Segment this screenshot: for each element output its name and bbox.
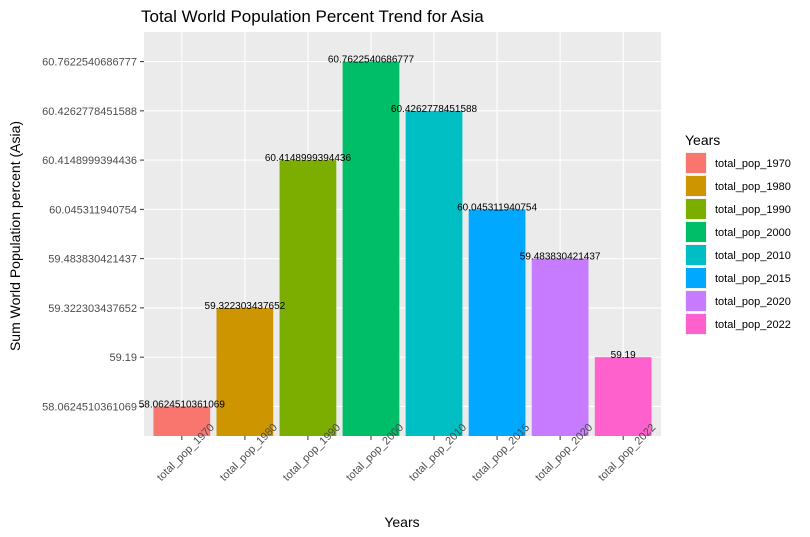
bar — [405, 110, 463, 436]
y-tick-label: 60.045311940754 — [49, 204, 137, 216]
data-label: 59.483830421437 — [520, 252, 601, 263]
y-tick-label: 59.322303437652 — [48, 303, 137, 315]
y-tick-label: 60.4148999394436 — [42, 155, 137, 167]
x-axis-title: Years — [384, 514, 419, 530]
chart-title: Total World Population Percent Trend for… — [141, 7, 484, 26]
legend-key — [686, 153, 706, 173]
y-axis: 58.0624510361069 59.19 59.322303437652 59.4… — [42, 57, 144, 413]
legend-label: total_pop_1970 — [715, 158, 791, 170]
data-labels: 58.0624510361069 59.322303437652 60.414899… — [139, 55, 636, 411]
bar — [468, 209, 526, 436]
y-tick-label: 59.19 — [109, 352, 137, 364]
y-tick-label: 59.483830421437 — [48, 254, 137, 266]
legend-key — [686, 314, 706, 334]
data-label: 60.7622540686777 — [328, 55, 415, 66]
legend-label: total_pop_2020 — [715, 296, 791, 308]
bar — [531, 258, 589, 436]
legend-label: total_pop_2000 — [715, 227, 791, 239]
y-axis-title: Sum World Population percent (Asia) — [7, 121, 23, 351]
y-tick-label: 60.7622540686777 — [42, 57, 137, 69]
bar — [153, 406, 211, 436]
legend-label: total_pop_2022 — [715, 319, 791, 331]
y-tick-label: 60.4262778451588 — [42, 106, 137, 118]
y-tick-label: 58.0624510361069 — [42, 401, 137, 413]
legend-key — [686, 222, 706, 242]
legend-key — [686, 268, 706, 288]
data-label: 59.322303437652 — [205, 301, 286, 312]
bar — [594, 357, 652, 436]
data-label: 60.4262778451588 — [391, 104, 478, 115]
legend-key — [686, 291, 706, 311]
legend-key — [686, 199, 706, 219]
data-label: 60.4148999394436 — [265, 153, 352, 164]
legend-label: total_pop_1980 — [715, 181, 791, 193]
bar — [279, 160, 337, 436]
data-label: 59.19 — [611, 350, 636, 361]
legend-label: total_pop_2010 — [715, 250, 791, 262]
legend-label: total_pop_2015 — [715, 273, 791, 285]
legend-title: Years — [685, 132, 720, 148]
legend-key — [686, 245, 706, 265]
legend: Years total_pop_1970 total_pop_1980 total_… — [685, 132, 791, 335]
bars — [153, 61, 652, 436]
data-label: 58.0624510361069 — [139, 399, 226, 410]
legend-label: total_pop_1990 — [715, 204, 791, 216]
legend-key — [686, 176, 706, 196]
bar — [216, 307, 274, 436]
data-label: 60.045311940754 — [457, 202, 537, 213]
bar — [342, 61, 400, 436]
